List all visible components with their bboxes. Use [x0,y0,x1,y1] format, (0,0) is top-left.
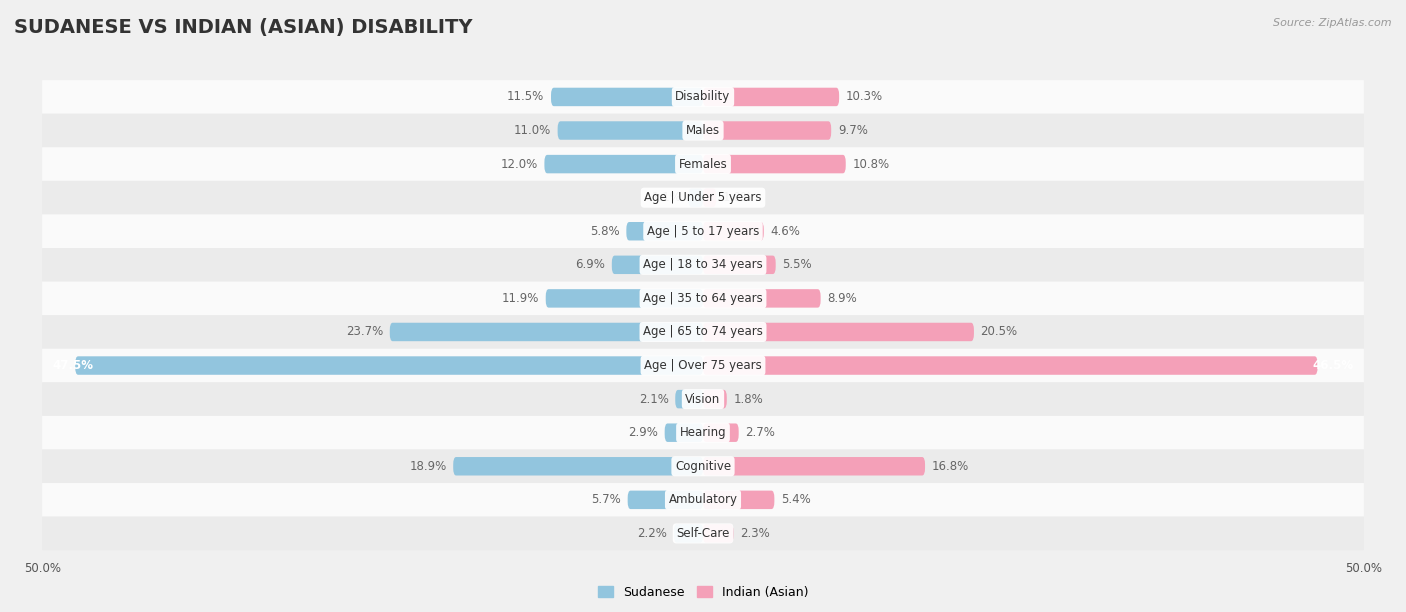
Text: 12.0%: 12.0% [501,158,537,171]
FancyBboxPatch shape [665,424,703,442]
FancyBboxPatch shape [551,88,703,106]
Text: 10.3%: 10.3% [846,91,883,103]
FancyBboxPatch shape [42,80,1364,114]
Text: SUDANESE VS INDIAN (ASIAN) DISABILITY: SUDANESE VS INDIAN (ASIAN) DISABILITY [14,18,472,37]
Text: 2.2%: 2.2% [637,527,668,540]
FancyBboxPatch shape [42,416,1364,449]
Text: 8.9%: 8.9% [827,292,858,305]
Text: 9.7%: 9.7% [838,124,868,137]
FancyBboxPatch shape [42,449,1364,483]
FancyBboxPatch shape [42,114,1364,147]
FancyBboxPatch shape [627,491,703,509]
Text: 1.1%: 1.1% [652,191,682,204]
Text: 1.8%: 1.8% [734,393,763,406]
Text: 5.8%: 5.8% [591,225,620,237]
Text: 2.9%: 2.9% [628,426,658,439]
Text: 2.1%: 2.1% [638,393,669,406]
Text: Age | Over 75 years: Age | Over 75 years [644,359,762,372]
Text: Age | 18 to 34 years: Age | 18 to 34 years [643,258,763,271]
Text: Source: ZipAtlas.com: Source: ZipAtlas.com [1274,18,1392,28]
Text: 1.0%: 1.0% [723,191,752,204]
FancyBboxPatch shape [389,323,703,341]
Text: 11.9%: 11.9% [502,292,538,305]
Text: 47.5%: 47.5% [53,359,94,372]
Text: 5.5%: 5.5% [782,258,811,271]
FancyBboxPatch shape [42,382,1364,416]
FancyBboxPatch shape [42,517,1364,550]
Text: Age | Under 5 years: Age | Under 5 years [644,191,762,204]
FancyBboxPatch shape [703,256,776,274]
FancyBboxPatch shape [703,524,734,543]
Text: 11.5%: 11.5% [508,91,544,103]
Text: Males: Males [686,124,720,137]
FancyBboxPatch shape [703,390,727,408]
FancyBboxPatch shape [546,289,703,308]
FancyBboxPatch shape [42,248,1364,282]
FancyBboxPatch shape [673,524,703,543]
FancyBboxPatch shape [42,147,1364,181]
FancyBboxPatch shape [703,424,738,442]
FancyBboxPatch shape [703,88,839,106]
FancyBboxPatch shape [703,491,775,509]
FancyBboxPatch shape [453,457,703,476]
FancyBboxPatch shape [42,181,1364,214]
Text: Age | 65 to 74 years: Age | 65 to 74 years [643,326,763,338]
FancyBboxPatch shape [703,289,821,308]
FancyBboxPatch shape [703,188,716,207]
FancyBboxPatch shape [703,222,763,241]
FancyBboxPatch shape [76,356,703,375]
FancyBboxPatch shape [42,483,1364,517]
Text: Self-Care: Self-Care [676,527,730,540]
FancyBboxPatch shape [558,121,703,140]
Text: 46.5%: 46.5% [1312,359,1353,372]
Text: 2.3%: 2.3% [740,527,769,540]
FancyBboxPatch shape [42,349,1364,382]
Text: 11.0%: 11.0% [513,124,551,137]
FancyBboxPatch shape [42,315,1364,349]
FancyBboxPatch shape [703,356,1317,375]
FancyBboxPatch shape [612,256,703,274]
Legend: Sudanese, Indian (Asian): Sudanese, Indian (Asian) [593,581,813,604]
FancyBboxPatch shape [703,457,925,476]
Text: 6.9%: 6.9% [575,258,605,271]
FancyBboxPatch shape [626,222,703,241]
Text: Ambulatory: Ambulatory [668,493,738,506]
Text: Disability: Disability [675,91,731,103]
Text: Age | 35 to 64 years: Age | 35 to 64 years [643,292,763,305]
Text: 10.8%: 10.8% [852,158,890,171]
Text: 5.7%: 5.7% [592,493,621,506]
Text: Age | 5 to 17 years: Age | 5 to 17 years [647,225,759,237]
Text: Vision: Vision [685,393,721,406]
Text: 18.9%: 18.9% [409,460,447,472]
Text: Females: Females [679,158,727,171]
FancyBboxPatch shape [703,121,831,140]
Text: 20.5%: 20.5% [980,326,1018,338]
FancyBboxPatch shape [42,282,1364,315]
FancyBboxPatch shape [544,155,703,173]
FancyBboxPatch shape [42,214,1364,248]
Text: 2.7%: 2.7% [745,426,775,439]
FancyBboxPatch shape [689,188,703,207]
FancyBboxPatch shape [703,323,974,341]
FancyBboxPatch shape [675,390,703,408]
Text: 4.6%: 4.6% [770,225,800,237]
Text: 16.8%: 16.8% [932,460,969,472]
Text: Cognitive: Cognitive [675,460,731,472]
FancyBboxPatch shape [703,155,846,173]
Text: 23.7%: 23.7% [346,326,384,338]
Text: Hearing: Hearing [679,426,727,439]
Text: 5.4%: 5.4% [780,493,811,506]
